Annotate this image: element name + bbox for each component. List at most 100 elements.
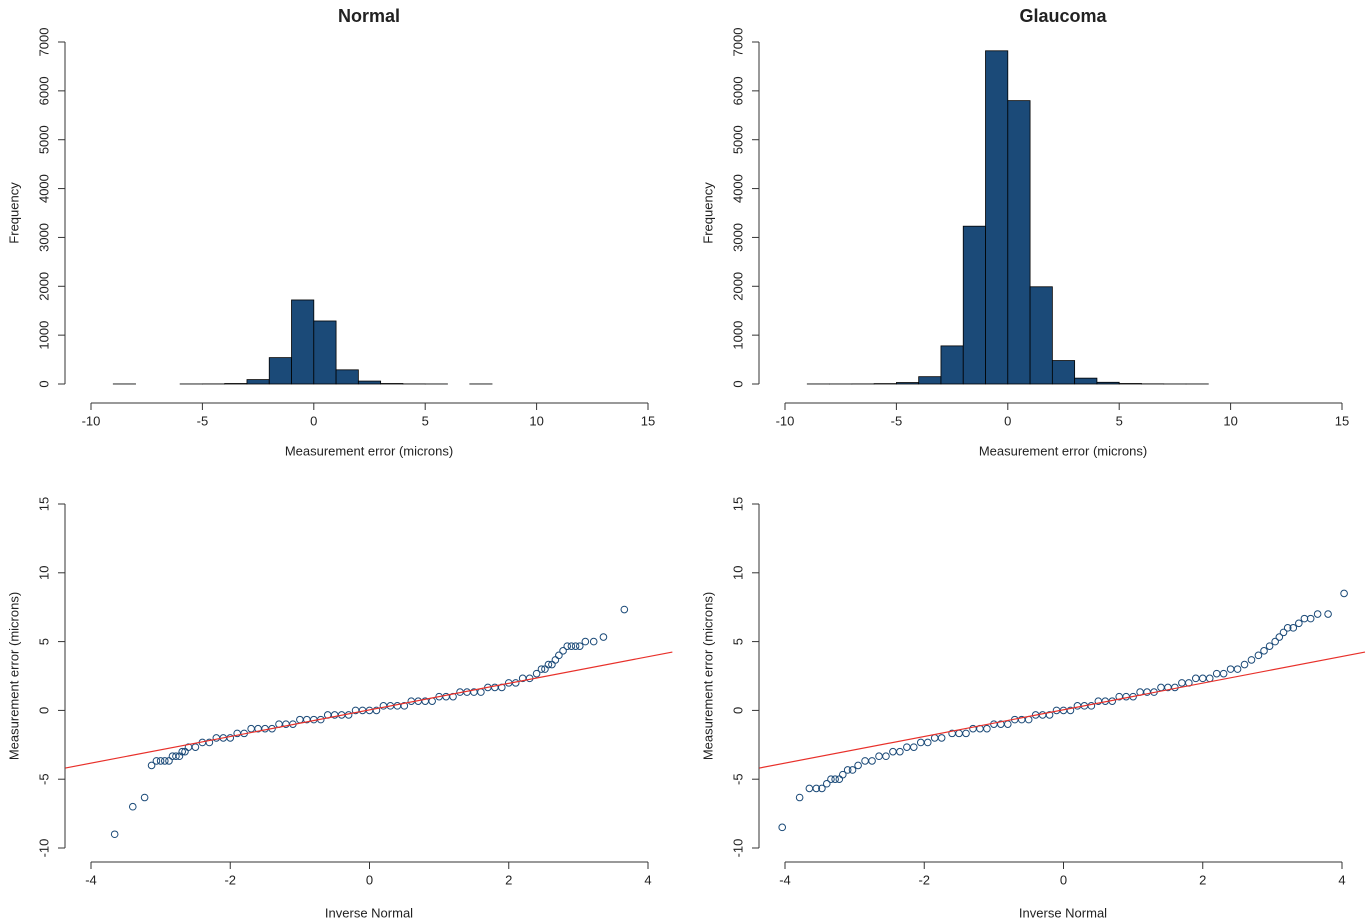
histogram-bar (335, 369, 359, 385)
panel: Glaucoma -10 -5 0 5 10 15 0 1000 2000 3000 4000 5000… (700, 6, 1349, 459)
point (868, 757, 876, 765)
y-tick-label: 15 (730, 497, 745, 511)
point (889, 747, 897, 756)
histogram-bar (291, 299, 315, 385)
point (1340, 589, 1348, 598)
point (110, 830, 119, 839)
y-tick-label: 4000 (36, 174, 51, 203)
point (955, 729, 963, 738)
x-tick-label: -5 (891, 413, 903, 428)
point (818, 784, 826, 793)
point (1233, 665, 1242, 673)
point (937, 734, 946, 742)
x-tick-label: 15 (1335, 413, 1349, 428)
point (778, 823, 787, 832)
point (812, 784, 821, 793)
x-tick-label: 10 (529, 413, 543, 428)
histogram-bar (940, 345, 964, 385)
x-tick-label: 0 (366, 872, 373, 887)
x-axis-label: Measurement error (microns) (285, 443, 453, 458)
histogram-bar (246, 379, 270, 385)
point (172, 752, 180, 761)
y-tick-label: 10 (730, 566, 745, 580)
point (1226, 665, 1235, 673)
histogram-bar (1096, 381, 1120, 385)
point (449, 692, 457, 701)
histogram-bar (985, 50, 1009, 385)
panel: Normal -10 -5 0 5 10 15 0 1000 2000 3000 4000 5000 60… (6, 6, 655, 459)
x-tick-label: 0 (1004, 413, 1011, 428)
x-tick-label: 4 (1338, 872, 1345, 887)
x-tick-label: 0 (1060, 872, 1067, 887)
point (128, 802, 137, 811)
point (1300, 614, 1309, 623)
point (161, 757, 169, 765)
y-tick-label: -10 (730, 839, 745, 858)
point (589, 637, 598, 646)
y-tick-label: -10 (36, 839, 51, 858)
point (581, 637, 590, 646)
y-tick-label: 7000 (36, 28, 51, 57)
point (551, 656, 560, 664)
point (575, 642, 584, 650)
point (1295, 619, 1303, 628)
x-tick-label: 15 (641, 413, 655, 428)
x-tick-label: 0 (310, 413, 317, 428)
y-tick-label: 4000 (730, 174, 745, 203)
point (896, 747, 904, 756)
point (226, 734, 235, 742)
x-tick-label: 5 (1116, 413, 1123, 428)
point (191, 743, 200, 751)
point (916, 738, 925, 747)
histogram-bar (1029, 286, 1053, 385)
point (563, 642, 572, 650)
point (875, 752, 883, 761)
point (903, 743, 911, 751)
panel: -4 -2 0 2 4 -10 -5 0 5 10 15 Inverse Normal Measurem… (6, 497, 673, 920)
point (843, 766, 852, 774)
point (1205, 674, 1214, 683)
y-tick-label: 1000 (730, 321, 745, 350)
y-tick-label: 0 (730, 707, 745, 714)
point (296, 715, 304, 724)
y-axis-label: Frequency (6, 182, 21, 244)
point (854, 761, 862, 770)
point (910, 743, 918, 751)
x-tick-label: -4 (779, 872, 791, 887)
point (1275, 633, 1284, 641)
y-tick-label: 10 (36, 566, 51, 580)
x-axis-label: Inverse Normal (325, 905, 413, 920)
point (923, 738, 932, 747)
point (477, 688, 485, 696)
point (599, 633, 608, 641)
point (400, 702, 409, 710)
point (1219, 669, 1228, 678)
x-tick-label: -4 (85, 872, 97, 887)
point (393, 702, 402, 710)
y-tick-label: 3000 (36, 223, 51, 252)
point (1289, 624, 1298, 632)
reference-line (65, 651, 673, 769)
point (1306, 614, 1315, 623)
chart-title: Normal (338, 6, 400, 26)
histogram-bar (268, 357, 292, 385)
point (1212, 669, 1221, 678)
y-tick-label: 5 (730, 638, 745, 645)
point (1254, 651, 1263, 660)
point (930, 734, 939, 742)
y-tick-label: 7000 (730, 28, 745, 57)
y-tick-label: 5000 (730, 125, 745, 154)
point (1313, 610, 1322, 618)
y-axis-label: Frequency (700, 182, 715, 244)
point (178, 747, 187, 756)
point (532, 669, 541, 678)
point (1066, 706, 1075, 715)
point (882, 752, 890, 761)
point (1157, 683, 1165, 692)
panel: -4 -2 0 2 4 -10 -5 0 5 10 15 Inverse Normal Measurem… (700, 497, 1366, 920)
point (1279, 628, 1288, 637)
point (831, 775, 839, 784)
point (1271, 637, 1279, 646)
y-axis-label: Measurement error (microns) (700, 592, 715, 760)
